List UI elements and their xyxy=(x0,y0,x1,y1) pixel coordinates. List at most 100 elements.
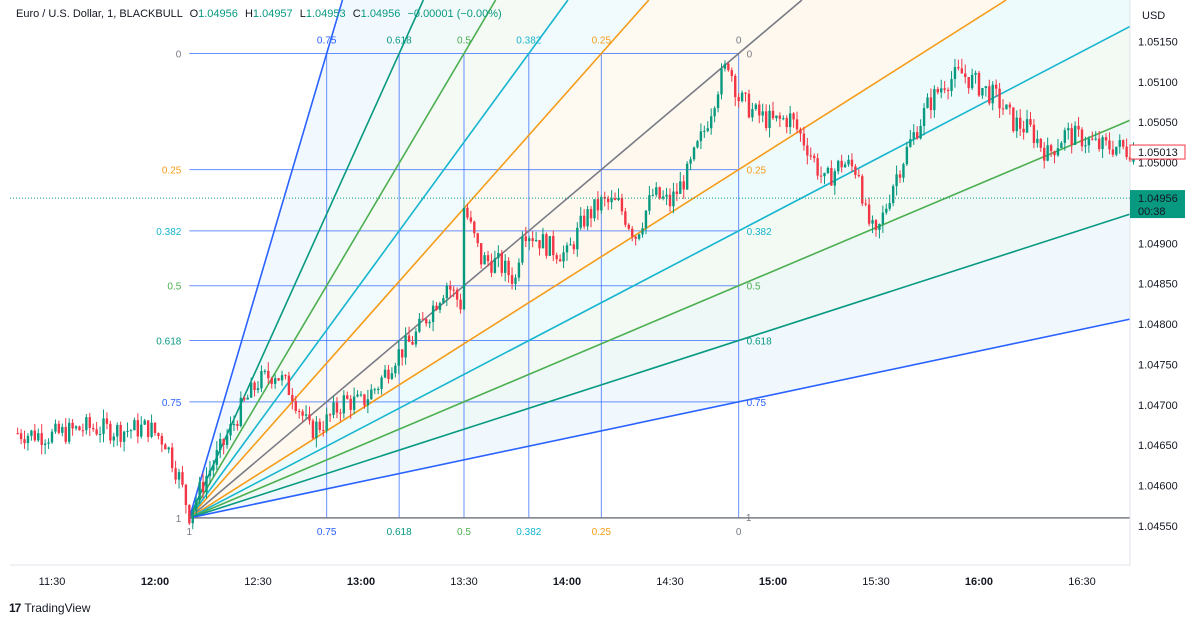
fan-line-price-0.382 xyxy=(188,25,1131,519)
gann-fan-lines[interactable] xyxy=(188,0,1131,519)
candle-body xyxy=(514,277,517,284)
candle-body xyxy=(74,426,78,429)
candle-body xyxy=(1063,130,1067,143)
candle-body xyxy=(122,431,126,442)
candle-body xyxy=(915,132,919,139)
candle-body xyxy=(953,67,957,80)
candle-body xyxy=(390,373,394,379)
candle-body xyxy=(363,394,366,406)
candle-body xyxy=(225,435,229,445)
candle-body xyxy=(898,174,902,178)
candle-body xyxy=(1070,128,1073,145)
candle-body xyxy=(418,318,421,332)
candle-body xyxy=(606,198,610,203)
candle-body xyxy=(586,209,589,227)
candle-body xyxy=(425,319,428,324)
candle-body xyxy=(964,73,967,78)
candles-layer xyxy=(16,58,1135,530)
candle-body xyxy=(301,411,304,416)
candle-body xyxy=(631,228,634,237)
candle-body xyxy=(696,141,699,148)
candle-body xyxy=(205,475,208,493)
candle-body xyxy=(201,481,205,493)
candle-body xyxy=(1018,117,1022,129)
candle-body xyxy=(304,414,308,416)
candle-body xyxy=(260,371,263,389)
candle-body xyxy=(730,70,733,76)
candle-body xyxy=(709,116,713,129)
candle-body xyxy=(208,470,212,476)
candle-body xyxy=(689,159,692,164)
candle-body xyxy=(751,109,754,118)
candle-body xyxy=(486,255,490,262)
candle-body xyxy=(64,426,67,442)
currency-label[interactable]: USD xyxy=(1142,10,1166,22)
candle-body xyxy=(473,221,476,234)
candle-body xyxy=(531,238,534,242)
fib-top-label-0.25: 0.25 xyxy=(592,36,612,47)
candle-body xyxy=(998,88,1001,109)
candle-body xyxy=(524,236,527,242)
candle-body xyxy=(843,164,847,168)
candle-body xyxy=(720,68,723,95)
candle-body xyxy=(541,234,545,249)
candle-body xyxy=(926,97,929,108)
candle-body xyxy=(974,72,977,75)
tradingview-branding[interactable]: 17 TradingView xyxy=(9,601,90,615)
candle-body xyxy=(373,389,376,391)
candle-body xyxy=(582,215,586,227)
candle-body xyxy=(758,104,761,116)
candle-body xyxy=(26,435,30,444)
candle-body xyxy=(672,191,675,207)
y-tick-label: 1.05050 xyxy=(1138,117,1178,129)
candle-body xyxy=(830,167,833,186)
fib-right-label-0.5: 0.5 xyxy=(747,282,761,293)
fib-left-label-0.75: 0.75 xyxy=(162,398,182,409)
fan-line-price-0.618 xyxy=(189,213,1131,519)
candle-body xyxy=(933,88,936,111)
x-tick-label: 14:00 xyxy=(553,576,581,588)
candle-body xyxy=(1012,107,1015,132)
current-price-tag-text: 1.04956 xyxy=(1138,193,1178,205)
candle-body xyxy=(943,88,946,90)
candle-body xyxy=(991,84,994,104)
candle-body xyxy=(105,418,109,424)
candle-body xyxy=(376,388,380,390)
candle-body xyxy=(383,369,387,378)
candle-body xyxy=(16,433,19,435)
y-tick-label: 1.04750 xyxy=(1138,359,1178,371)
candle-body xyxy=(919,126,922,139)
y-tick-label: 1.04650 xyxy=(1138,440,1178,452)
candle-body xyxy=(308,414,311,421)
candle-body xyxy=(771,110,775,119)
candle-body xyxy=(466,207,469,218)
candle-body xyxy=(957,67,960,69)
candle-body xyxy=(315,421,318,439)
candle-body xyxy=(562,252,565,262)
candle-body xyxy=(356,394,359,397)
candle-body xyxy=(881,212,885,225)
candle-body xyxy=(119,425,122,442)
candle-body xyxy=(1015,117,1018,132)
candle-body xyxy=(177,472,181,480)
candle-body xyxy=(747,93,751,118)
candle-body xyxy=(891,186,895,204)
candle-body xyxy=(438,303,442,310)
candle-body xyxy=(431,305,435,322)
candle-body xyxy=(665,194,668,197)
candle-body xyxy=(909,139,912,147)
candle-body xyxy=(291,394,294,402)
candle-body xyxy=(967,77,970,89)
fib-top-label-0.618: 0.618 xyxy=(387,36,412,47)
candle-body xyxy=(1121,140,1125,147)
fib-top-label-0.5: 0.5 xyxy=(457,36,471,47)
candle-body xyxy=(785,118,788,128)
symbol-title[interactable]: Euro / U.S. Dollar, 1, BLACKBULL xyxy=(16,8,183,20)
fib-left-label-0.618: 0.618 xyxy=(156,337,181,348)
candle-body xyxy=(1077,125,1080,130)
candle-body xyxy=(146,420,150,437)
candle-body xyxy=(744,92,747,94)
candle-body xyxy=(54,423,57,432)
candle-body xyxy=(1091,138,1094,140)
